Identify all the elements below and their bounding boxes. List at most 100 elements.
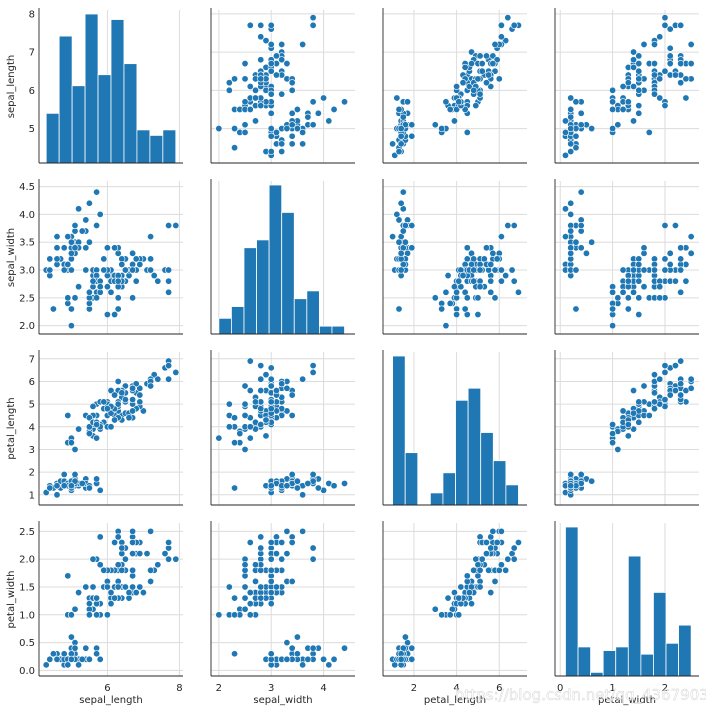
scatter-point xyxy=(572,98,580,106)
scatter-point xyxy=(60,266,68,274)
scatter-point xyxy=(272,583,280,591)
scatter-point xyxy=(257,421,265,429)
scatter-point xyxy=(96,533,104,541)
scatter-point xyxy=(241,561,249,569)
histogram-bar xyxy=(123,63,138,164)
scatter-point xyxy=(257,56,265,64)
histogram-bar xyxy=(442,472,456,506)
scatter-point xyxy=(572,238,580,246)
scatter-point xyxy=(231,144,239,152)
scatter-point xyxy=(485,71,493,79)
scatter-point xyxy=(397,140,405,148)
scatter-point xyxy=(165,375,173,383)
scatter-point xyxy=(147,577,155,585)
scatter-point xyxy=(630,56,638,64)
scatter-point xyxy=(687,40,695,48)
scatter-point xyxy=(476,266,484,274)
scatter-point xyxy=(100,255,108,263)
scatter-point xyxy=(687,384,695,392)
histogram-bar xyxy=(492,460,507,506)
scatter-point xyxy=(474,75,482,83)
scatter-point xyxy=(635,86,643,94)
scatter-point xyxy=(75,589,83,597)
scatter-point xyxy=(46,484,54,492)
scatter-point xyxy=(267,364,275,372)
scatter-point xyxy=(635,277,643,285)
scatter-point xyxy=(687,60,695,68)
scatter-point xyxy=(619,83,627,91)
scatter-point xyxy=(60,244,68,252)
scatter-point xyxy=(438,305,446,313)
scatter-point xyxy=(262,416,270,424)
scatter-point xyxy=(85,238,93,246)
scatter-point xyxy=(278,40,286,48)
scatter-point xyxy=(482,550,490,558)
scatter-point xyxy=(82,244,90,252)
scatter-point xyxy=(103,244,111,252)
scatter-point xyxy=(567,482,575,490)
scatter-point xyxy=(640,283,648,291)
scatter-point xyxy=(457,583,465,591)
scatter-point xyxy=(514,538,522,546)
scatter-point xyxy=(459,79,467,87)
scatter-point xyxy=(267,405,275,413)
scatter-point xyxy=(582,249,590,257)
scatter-point xyxy=(241,594,249,602)
histogram-bar xyxy=(627,555,642,677)
scatter-point xyxy=(67,322,75,330)
scatter-point xyxy=(60,482,68,490)
histogram-bar xyxy=(231,306,245,335)
scatter-point xyxy=(257,533,265,541)
x-axis-label-petal_length: petal_length xyxy=(424,695,486,706)
scatter-point xyxy=(493,255,501,263)
scatter-point xyxy=(121,382,129,390)
histogram-bar xyxy=(306,290,320,335)
scatter-point xyxy=(60,650,68,658)
scatter-point xyxy=(283,482,291,490)
scatter-point xyxy=(431,605,439,613)
scatter-point xyxy=(257,75,265,83)
scatter-point xyxy=(75,283,83,291)
scatter-point xyxy=(93,434,101,442)
scatter-point xyxy=(630,48,638,56)
scatter-point xyxy=(53,244,61,252)
scatter-point xyxy=(476,52,484,60)
scatter-point xyxy=(476,90,484,98)
scatter-point xyxy=(666,391,674,399)
scatter-point xyxy=(588,477,596,485)
scatter-point xyxy=(129,266,137,274)
scatter-point xyxy=(283,60,291,68)
panel-petal_length-vs-sepal_width xyxy=(210,350,355,506)
scatter-point xyxy=(408,644,416,652)
scatter-point xyxy=(482,52,490,60)
histogram-bar xyxy=(45,112,60,164)
scatter-point xyxy=(577,244,585,252)
scatter-point xyxy=(132,277,140,285)
scatter-point xyxy=(677,288,685,296)
histogram-bar xyxy=(392,355,406,506)
panel-sepal_length-vs-sepal_width xyxy=(210,8,355,164)
scatter-point xyxy=(399,188,407,196)
scatter-point xyxy=(567,105,575,113)
scatter-point xyxy=(100,566,108,574)
scatter-point xyxy=(64,572,72,580)
scatter-point xyxy=(682,277,690,285)
scatter-point xyxy=(147,382,155,390)
y-axis-label-petal_length: petal_length xyxy=(6,397,17,459)
x-tick-label: 8 xyxy=(176,683,182,694)
scatter-point xyxy=(309,544,317,552)
scatter-point xyxy=(497,561,505,569)
scatter-point xyxy=(107,600,115,608)
scatter-point xyxy=(314,109,322,117)
scatter-point xyxy=(461,63,469,71)
scatter-point xyxy=(93,650,101,658)
scatter-point xyxy=(687,375,695,383)
scatter-point xyxy=(129,527,137,535)
histogram-bar xyxy=(331,325,345,335)
scatter-point xyxy=(252,398,260,406)
histogram-bar xyxy=(565,526,579,677)
scatter-point xyxy=(399,227,407,235)
scatter-point xyxy=(491,266,499,274)
x-axis-label-petal_width: petal_width xyxy=(598,695,656,706)
scatter-point xyxy=(283,384,291,392)
